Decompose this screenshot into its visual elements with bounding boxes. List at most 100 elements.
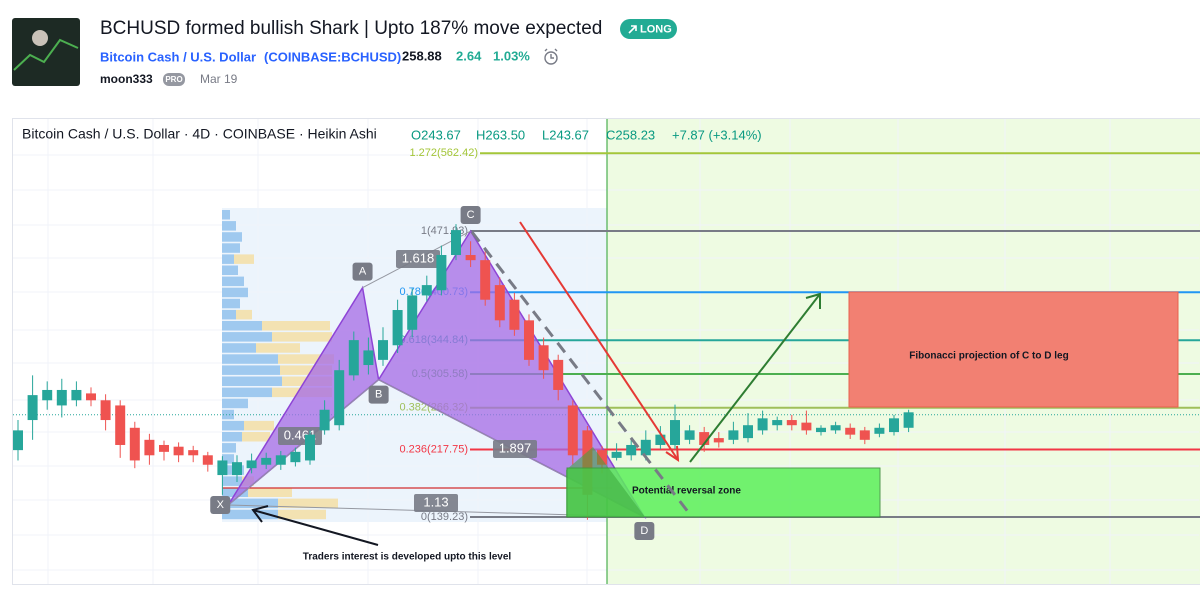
- volume-bar: [222, 454, 234, 464]
- volume-bar: [222, 376, 282, 386]
- candle-body: [436, 255, 447, 291]
- candle-body: [699, 432, 710, 445]
- candle-body: [42, 389, 53, 401]
- candle-body: [889, 418, 899, 433]
- ratio-badge: [414, 494, 458, 512]
- volume-bar: [234, 254, 254, 264]
- volume-bar: [222, 232, 242, 242]
- legend-values: O243.67 H263.50 L243.67 C258.23 +7.87 (+3.14…: [411, 127, 762, 142]
- candle-body: [801, 422, 812, 431]
- candle-body: [859, 430, 870, 440]
- volume-bar: [222, 343, 256, 353]
- candle-body: [217, 460, 228, 476]
- volume-bar: [222, 265, 238, 275]
- volume-bar: [248, 487, 292, 497]
- candle-body: [348, 340, 359, 376]
- pattern-point-label: B: [375, 389, 382, 401]
- candle-body: [290, 451, 301, 463]
- ratio-label: 1.13: [423, 494, 448, 509]
- alert-icon[interactable]: [544, 48, 558, 65]
- volume-bar: [222, 420, 244, 431]
- candle-body: [261, 457, 272, 465]
- volume-bar: [222, 387, 272, 398]
- idea-thumbnail[interactable]: [12, 18, 80, 86]
- candle-body: [71, 389, 82, 401]
- candle-body: [684, 430, 695, 440]
- ratio-label: 1.897: [499, 440, 532, 455]
- candle-body: [655, 434, 666, 445]
- long-arrow-icon: [628, 25, 637, 34]
- candle-body: [611, 451, 622, 458]
- candle-body: [465, 255, 476, 261]
- red-arrow: [519, 221, 680, 462]
- candle-body: [772, 420, 783, 426]
- candle-body: [845, 427, 856, 435]
- author-name[interactable]: moon333: [100, 72, 153, 86]
- volume-bar: [222, 365, 280, 375]
- volume-bar: [278, 498, 338, 509]
- candle-body: [713, 438, 724, 443]
- candle-body: [144, 439, 155, 456]
- pattern-point-tag: [368, 385, 389, 404]
- candle-body: [421, 285, 432, 296]
- legend-value: +7.87 (+3.14%): [672, 127, 762, 142]
- candle-body: [246, 460, 257, 469]
- symbol-change-percent: 1.03%: [493, 48, 530, 63]
- volume-bar: [222, 498, 278, 509]
- reversal-zone-label: Potential reversal zone: [632, 486, 741, 497]
- volume-bar: [242, 432, 270, 442]
- candle-body: [830, 425, 841, 431]
- symbol-code[interactable]: (COINBASE:BCHUSD): [264, 49, 401, 64]
- legend-value: O243.67: [411, 127, 461, 142]
- candle-body: [494, 285, 505, 321]
- pattern-point-tag: [460, 206, 481, 225]
- fib-level-label: 1.272(562.42): [410, 147, 479, 159]
- volume-bar: [256, 343, 300, 353]
- volume-bar: [222, 332, 272, 342]
- candle-body: [816, 427, 826, 433]
- symbol-name[interactable]: Bitcoin Cash / U.S. Dollar: [100, 49, 256, 64]
- idea-title: BCHUSD formed bullish Shark | Upto 187% …: [100, 18, 602, 39]
- volume-bar: [222, 243, 240, 253]
- volume-bar: [272, 332, 332, 342]
- candle-body: [27, 395, 38, 421]
- candles: [13, 224, 914, 520]
- green-arrow: [689, 292, 821, 463]
- pattern-point-label: C: [467, 209, 475, 221]
- volume-bar: [222, 254, 234, 264]
- candle-body: [232, 462, 242, 476]
- pro-badge-label: PRO: [165, 75, 182, 84]
- volume-bar: [280, 365, 332, 375]
- volume-bar: [236, 309, 252, 320]
- volume-bar: [222, 487, 248, 497]
- volume-bar: [222, 354, 278, 364]
- candle-body: [743, 425, 753, 439]
- candle-body: [757, 418, 768, 431]
- publish-date: Mar 19: [200, 72, 238, 86]
- candle-body: [538, 345, 549, 371]
- volume-bar: [222, 398, 248, 409]
- candle-body: [626, 444, 637, 456]
- pro-badge: [163, 73, 185, 86]
- volume-bar: [222, 221, 236, 231]
- candle-body: [86, 393, 96, 401]
- legend-value: H263.50: [476, 127, 525, 142]
- thumbnail-art: [13, 38, 79, 71]
- volume-bar: [222, 321, 262, 331]
- candle-body: [407, 295, 418, 330]
- cd-trend-line: [470, 231, 694, 518]
- volume-bar: [222, 309, 236, 320]
- ratio-label: 1.618: [402, 250, 435, 265]
- volume-bar: [222, 298, 240, 309]
- fib-level-label: 0.236(217.75): [400, 443, 469, 455]
- candle-body: [597, 450, 607, 465]
- thumbnail-art: [32, 30, 48, 46]
- volume-bar: [262, 321, 330, 331]
- candle-body: [903, 412, 914, 428]
- long-badge-label: LONG: [640, 23, 672, 35]
- volume-bar: [222, 276, 244, 287]
- candle-body: [275, 455, 286, 465]
- candle-body: [202, 455, 213, 465]
